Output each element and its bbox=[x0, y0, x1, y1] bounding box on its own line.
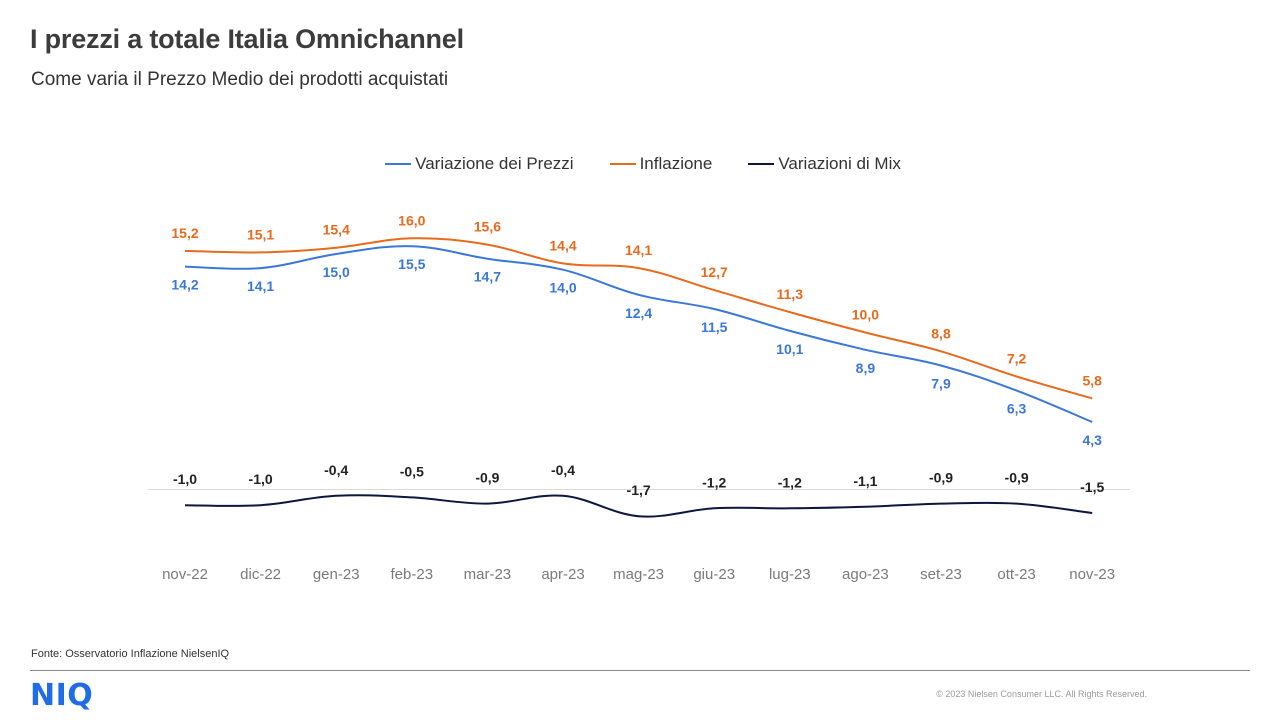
data-label-inflazione-apr-23: 14,4 bbox=[549, 237, 576, 253]
data-label-variazioni-di-mix-apr-23: -0,4 bbox=[551, 462, 575, 478]
data-label-variazioni-di-mix-nov-23: -1,5 bbox=[1080, 479, 1104, 495]
data-label-variazione-dei-prezzi-set-23: 7,9 bbox=[931, 375, 951, 391]
data-label-variazione-dei-prezzi-lug-23: 10,1 bbox=[776, 341, 803, 357]
x-tick-label-lug-23: lug-23 bbox=[769, 566, 811, 583]
chart-legend: Variazione dei Prezzi Inflazione Variazi… bbox=[0, 154, 1280, 174]
data-label-variazioni-di-mix-gen-23: -0,4 bbox=[324, 462, 348, 478]
page-title: I prezzi a totale Italia Omnichannel bbox=[30, 24, 464, 54]
x-tick-label-apr-23: apr-23 bbox=[541, 566, 584, 583]
data-label-variazioni-di-mix-ago-23: -1,1 bbox=[853, 473, 877, 489]
x-tick-label-mar-23: mar-23 bbox=[464, 566, 512, 583]
niq-logo: NIQ bbox=[30, 678, 94, 713]
x-tick-label-nov-23: nov-23 bbox=[1069, 566, 1115, 583]
copyright-text: © 2023 Nielsen Consumer LLC. All Rights … bbox=[936, 689, 1147, 699]
data-label-inflazione-ott-23: 7,2 bbox=[1007, 350, 1027, 366]
legend-swatch-variazione-prezzi bbox=[385, 163, 412, 165]
x-tick-label-feb-23: feb-23 bbox=[391, 566, 434, 583]
data-label-variazioni-di-mix-giu-23: -1,2 bbox=[702, 474, 726, 490]
footer-divider bbox=[30, 670, 1250, 671]
x-tick-label-mag-23: mag-23 bbox=[613, 566, 664, 583]
x-tick-label-ago-23: ago-23 bbox=[842, 566, 889, 583]
data-label-inflazione-mar-23: 15,6 bbox=[474, 219, 501, 235]
data-label-variazioni-di-mix-ott-23: -0,9 bbox=[1005, 470, 1029, 486]
data-label-variazioni-di-mix-feb-23: -0,5 bbox=[400, 463, 424, 479]
series-line-variazione-dei-prezzi bbox=[184, 245, 1093, 423]
data-label-variazione-dei-prezzi-nov-23: 4,3 bbox=[1082, 432, 1102, 448]
data-label-variazione-dei-prezzi-feb-23: 15,5 bbox=[398, 256, 425, 272]
legend-item-variazioni-mix: Variazioni di Mix bbox=[742, 154, 901, 174]
data-label-inflazione-set-23: 8,8 bbox=[931, 325, 951, 341]
source-note: Fonte: Osservatorio Inflazione NielsenIQ bbox=[31, 648, 230, 660]
series-line-inflazione bbox=[184, 237, 1093, 400]
data-label-inflazione-nov-22: 15,2 bbox=[171, 225, 198, 241]
data-label-variazioni-di-mix-mar-23: -0,9 bbox=[475, 470, 499, 486]
line-chart: 14,2 14,1 15,0 15,5 14,7 14,0 12,4 11,5 10,1 8,9 7… bbox=[148, 212, 1130, 583]
data-label-inflazione-nov-23: 5,8 bbox=[1082, 372, 1102, 388]
x-tick-label-dic-22: dic-22 bbox=[240, 566, 281, 583]
legend-swatch-variazioni-mix bbox=[748, 163, 775, 165]
page-subtitle: Come varia il Prezzo Medio dei prodotti … bbox=[31, 69, 449, 90]
data-label-variazioni-di-mix-nov-22: -1,0 bbox=[173, 471, 197, 487]
legend-swatch-inflazione bbox=[609, 163, 636, 165]
data-label-variazioni-di-mix-mag-23: -1,7 bbox=[627, 482, 651, 498]
data-label-variazioni-di-mix-dic-22: -1,0 bbox=[249, 471, 273, 487]
legend-item-variazione-prezzi: Variazione dei Prezzi bbox=[379, 154, 574, 174]
x-tick-label-nov-22: nov-22 bbox=[162, 566, 208, 583]
data-label-variazione-dei-prezzi-gen-23: 15,0 bbox=[323, 264, 350, 280]
data-label-variazione-dei-prezzi-ago-23: 8,9 bbox=[856, 360, 876, 376]
data-label-variazione-dei-prezzi-mar-23: 14,7 bbox=[474, 269, 501, 285]
x-tick-label-set-23: set-23 bbox=[920, 566, 962, 583]
legend-item-inflazione: Inflazione bbox=[604, 154, 713, 174]
x-tick-label-gen-23: gen-23 bbox=[313, 566, 360, 583]
data-label-inflazione-dic-22: 15,1 bbox=[247, 226, 274, 242]
data-label-inflazione-gen-23: 15,4 bbox=[323, 222, 350, 238]
series-line-variazioni-di-mix bbox=[184, 494, 1093, 518]
data-label-variazione-dei-prezzi-apr-23: 14,0 bbox=[549, 280, 576, 296]
data-label-variazioni-di-mix-set-23: -0,9 bbox=[929, 470, 953, 486]
x-tick-label-ott-23: ott-23 bbox=[997, 566, 1035, 583]
legend-label-variazione-prezzi: Variazione dei Prezzi bbox=[415, 154, 574, 173]
data-label-inflazione-ago-23: 10,0 bbox=[852, 307, 879, 323]
data-label-variazione-dei-prezzi-dic-22: 14,1 bbox=[247, 278, 274, 294]
legend-label-variazioni-mix: Variazioni di Mix bbox=[778, 154, 901, 173]
legend-label-inflazione: Inflazione bbox=[639, 154, 713, 173]
data-label-inflazione-lug-23: 11,3 bbox=[777, 286, 804, 302]
data-label-variazione-dei-prezzi-nov-22: 14,2 bbox=[171, 277, 198, 293]
data-label-variazione-dei-prezzi-mag-23: 12,4 bbox=[625, 305, 652, 321]
data-label-inflazione-giu-23: 12,7 bbox=[701, 264, 728, 280]
data-label-variazioni-di-mix-lug-23: -1,2 bbox=[778, 474, 802, 490]
data-label-inflazione-feb-23: 16,0 bbox=[398, 212, 425, 228]
data-label-inflazione-mag-23: 14,1 bbox=[625, 242, 652, 258]
x-tick-label-giu-23: giu-23 bbox=[693, 566, 735, 583]
data-label-variazione-dei-prezzi-ott-23: 6,3 bbox=[1007, 401, 1027, 417]
data-label-variazione-dei-prezzi-giu-23: 11,5 bbox=[701, 319, 728, 335]
